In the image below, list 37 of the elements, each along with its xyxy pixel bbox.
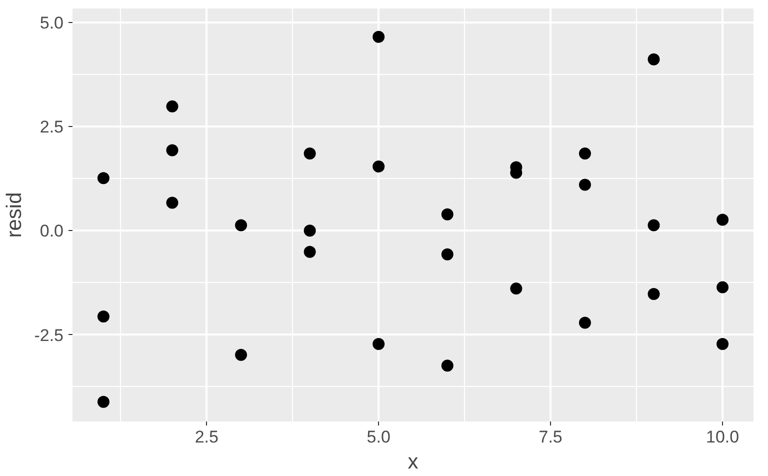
point <box>441 360 454 372</box>
point <box>578 316 591 329</box>
point <box>716 214 729 226</box>
point <box>235 348 248 361</box>
point <box>166 100 178 112</box>
y-axis-title: resid <box>3 192 26 238</box>
point <box>648 288 660 300</box>
point <box>372 160 385 172</box>
point <box>648 53 660 66</box>
point <box>510 282 522 295</box>
x-axis-title: x <box>408 450 419 474</box>
point <box>97 310 110 322</box>
point <box>304 246 316 258</box>
point <box>235 219 248 232</box>
point <box>166 196 178 209</box>
point <box>97 396 110 408</box>
point <box>648 219 660 232</box>
point <box>578 178 591 191</box>
point <box>304 148 316 160</box>
point <box>716 281 729 294</box>
x-tick-label: 5.0 <box>366 428 390 446</box>
point <box>304 224 316 237</box>
point <box>97 172 110 184</box>
point <box>372 30 385 43</box>
point <box>578 148 591 160</box>
y-tick-label: 0.0 <box>40 222 64 241</box>
point <box>441 248 454 260</box>
y-tick-label: 5.0 <box>40 13 64 32</box>
point <box>716 338 729 350</box>
point <box>441 208 454 220</box>
point <box>372 338 385 350</box>
y-tick-label: 2.5 <box>40 117 64 136</box>
y-tick-label: -2.5 <box>34 326 64 345</box>
point <box>166 144 178 156</box>
x-tick-label: 2.5 <box>194 428 218 446</box>
x-tick-label: 7.5 <box>538 428 562 446</box>
x-tick-label: 10.0 <box>706 428 740 446</box>
